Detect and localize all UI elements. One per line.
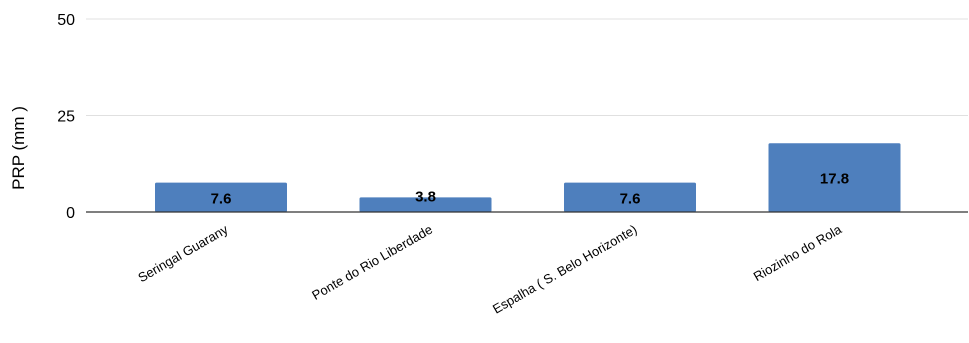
bar	[359, 197, 492, 212]
bar	[564, 182, 696, 212]
data-label: 17.8	[820, 171, 849, 188]
y-axis-title: PRP (mm )	[9, 106, 28, 190]
data-label: 7.6	[620, 190, 641, 207]
y-tick-label: 0	[66, 205, 75, 222]
x-tick-label: Espalha ( S. Belo Horizonte)	[490, 222, 640, 317]
bar	[768, 143, 901, 212]
data-label: 3.8	[415, 188, 436, 205]
bars	[155, 143, 901, 212]
x-tick-label: Seringal Guarany	[135, 221, 231, 285]
data-labels: 7.6 3.8 7.6 17.8	[211, 171, 850, 208]
data-label: 7.6	[211, 190, 232, 207]
y-tick-label: 25	[57, 109, 75, 126]
y-axis-ticks: 0 25 50	[57, 12, 75, 222]
bar	[155, 182, 287, 212]
y-tick-label: 50	[57, 12, 75, 29]
x-tick-label: Riozinho do Rola	[751, 221, 845, 284]
gridlines	[86, 18, 968, 116]
x-tick-label: Ponte do Rio Liberdade	[309, 222, 435, 303]
x-axis-labels: Seringal Guarany Ponte do Rio Liberdade Es…	[135, 221, 844, 316]
